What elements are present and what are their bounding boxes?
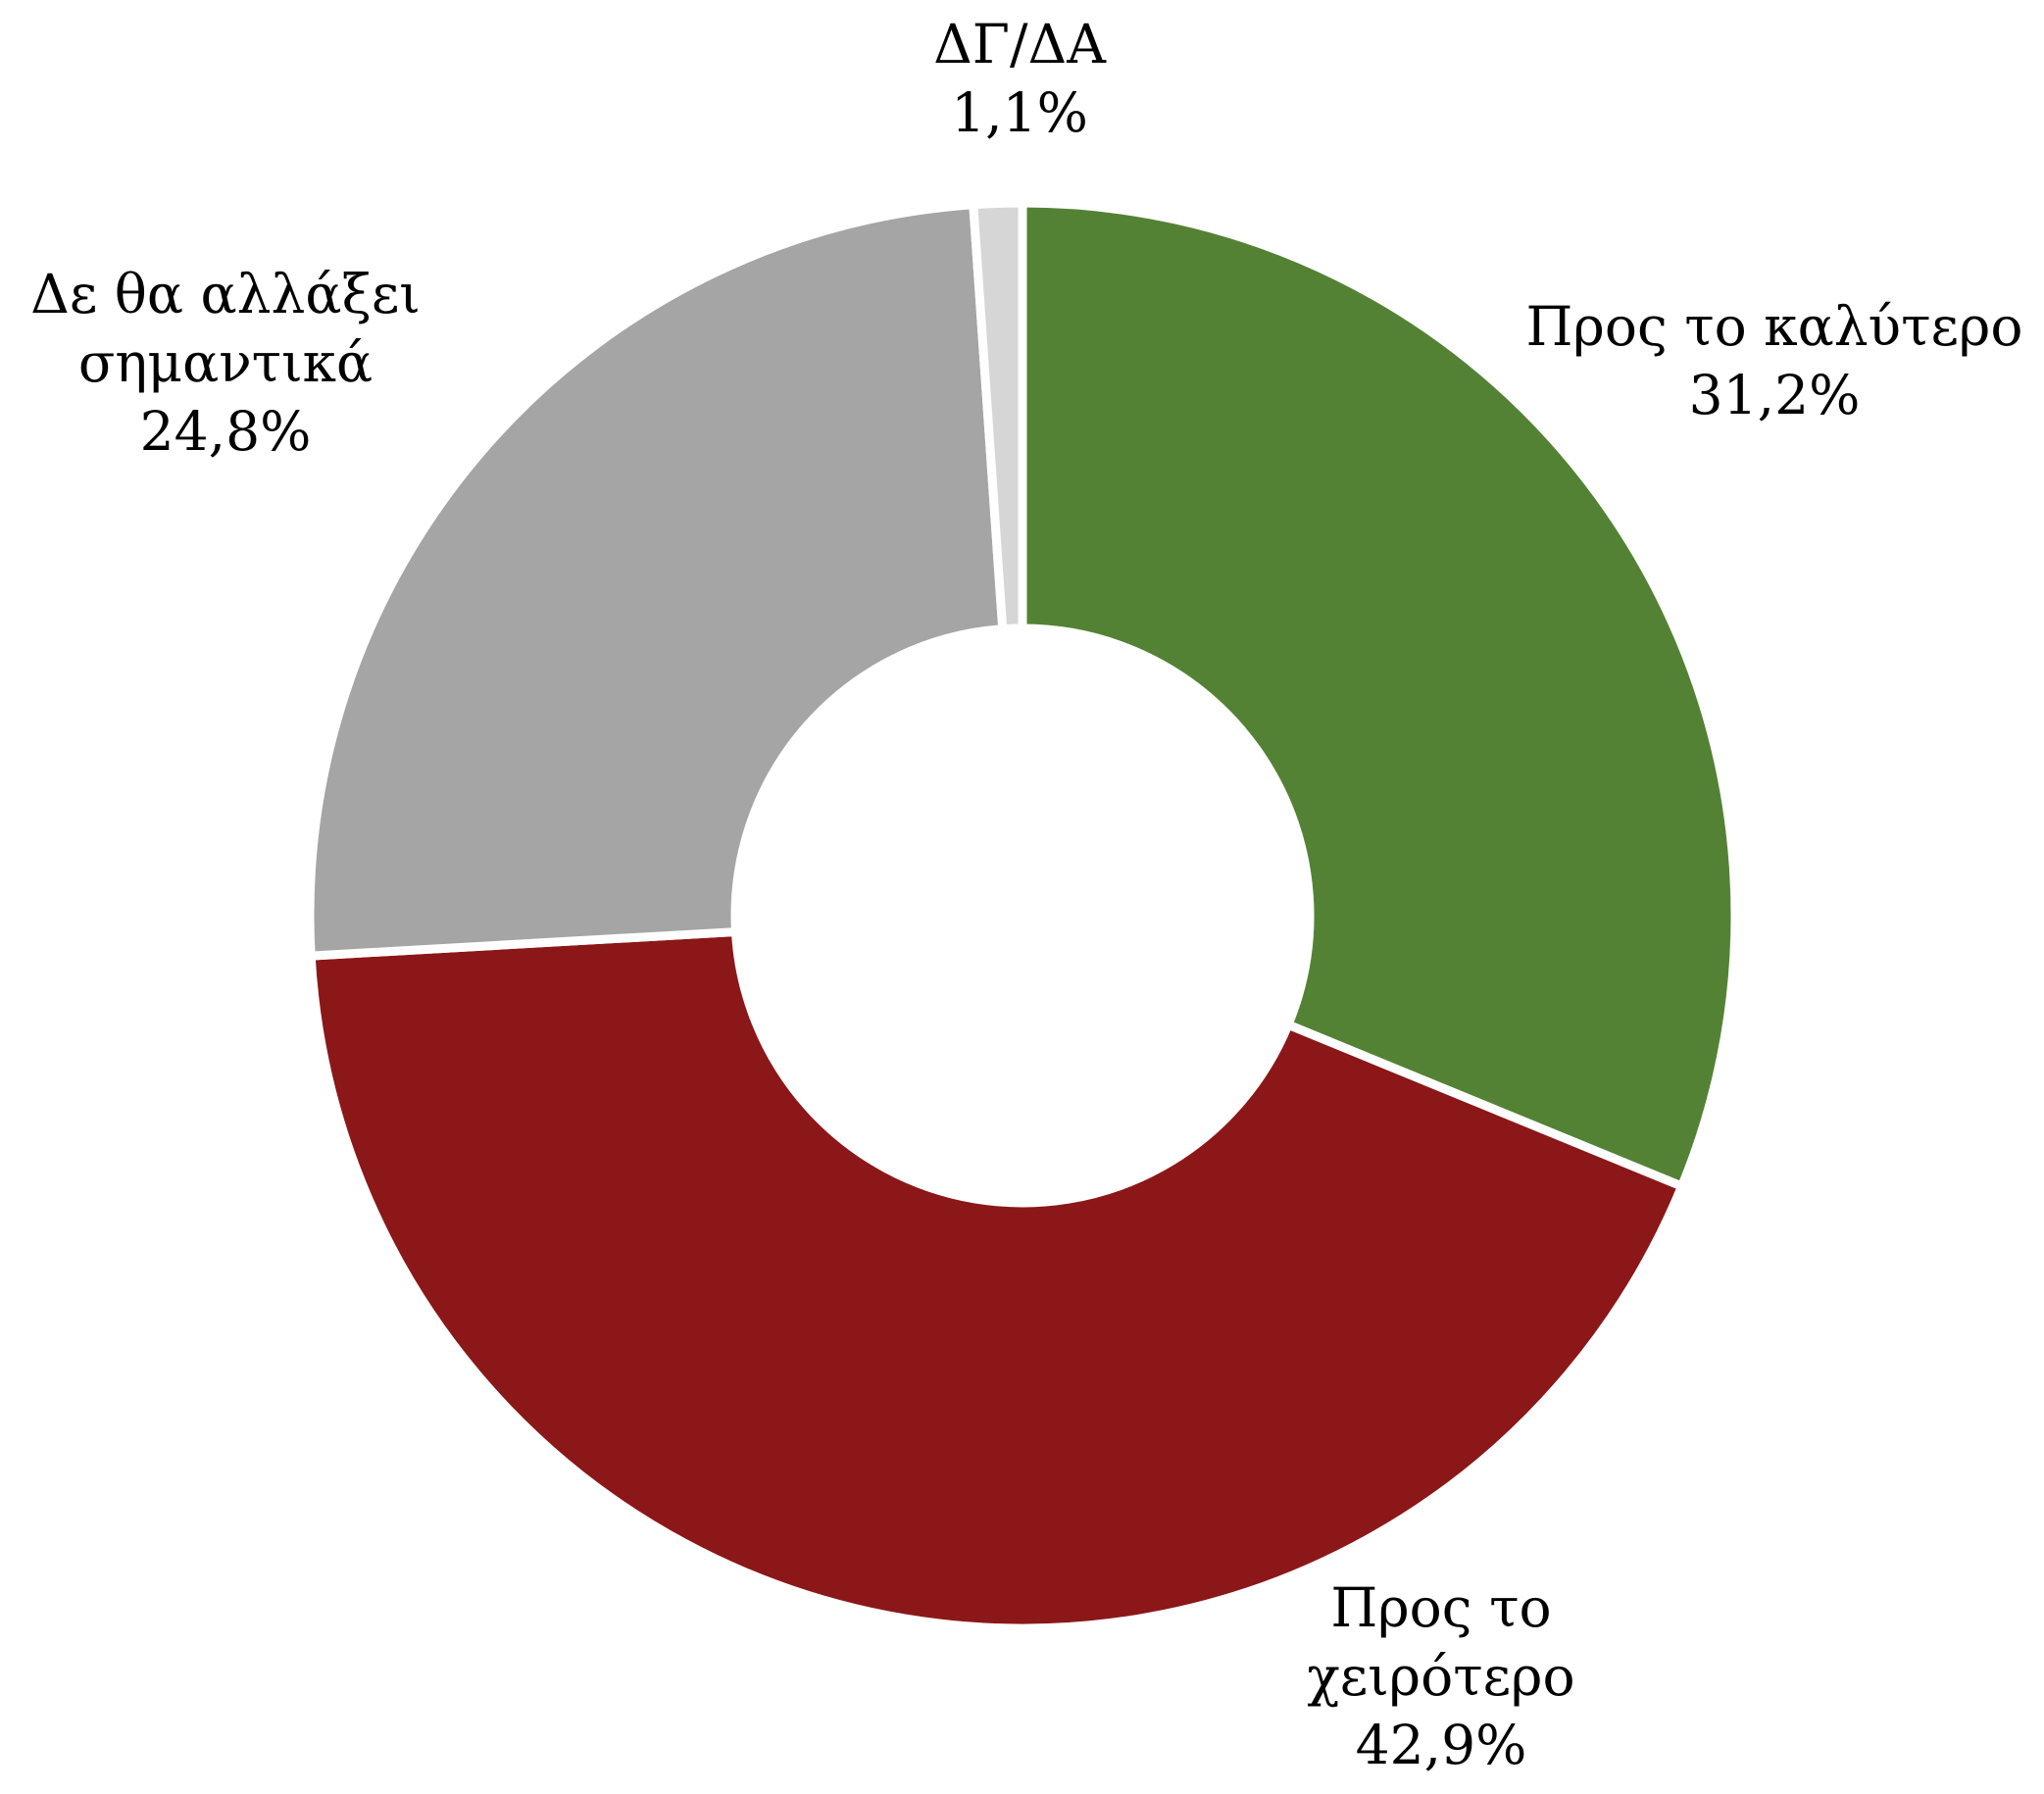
slice-label-dkna-value: 1,1% (951, 81, 1088, 144)
slice-label-nochange-value: 24,8% (139, 400, 312, 463)
slice-label-worse: Προς το χειρότερο 42,9% (1176, 1573, 1706, 1779)
slice-label-better-name: Προς το καλύτερο (1525, 295, 2023, 358)
slice-label-dkna: ΔΓ/ΔΑ 1,1% (814, 10, 1225, 147)
slice-label-dkna-name: ΔΓ/ΔΑ (933, 13, 1106, 75)
donut-slices (305, 198, 1740, 1633)
slice-label-worse-name-line2: χειρότερο (1307, 1645, 1575, 1708)
slice-label-nochange-name-line2: σημαντικά (77, 331, 374, 394)
slice-label-worse-value: 42,9% (1355, 1714, 1527, 1776)
slice-dkna (968, 198, 1027, 634)
slice-label-nochange-name-line1: Δε θα αλλάξει (30, 263, 421, 325)
slice-label-better-value: 31,2% (1688, 364, 1861, 426)
slice-label-worse-name-line1: Προς το (1330, 1576, 1552, 1639)
slice-label-better: Προς το καλύτερο 31,2% (1510, 292, 2039, 429)
slice-nochange (305, 199, 1008, 961)
slice-better (1018, 198, 1740, 1192)
slice-label-nochange: Δε θα αλλάξει σημαντικά 24,8% (0, 260, 451, 466)
slice-worse (306, 926, 1688, 1633)
